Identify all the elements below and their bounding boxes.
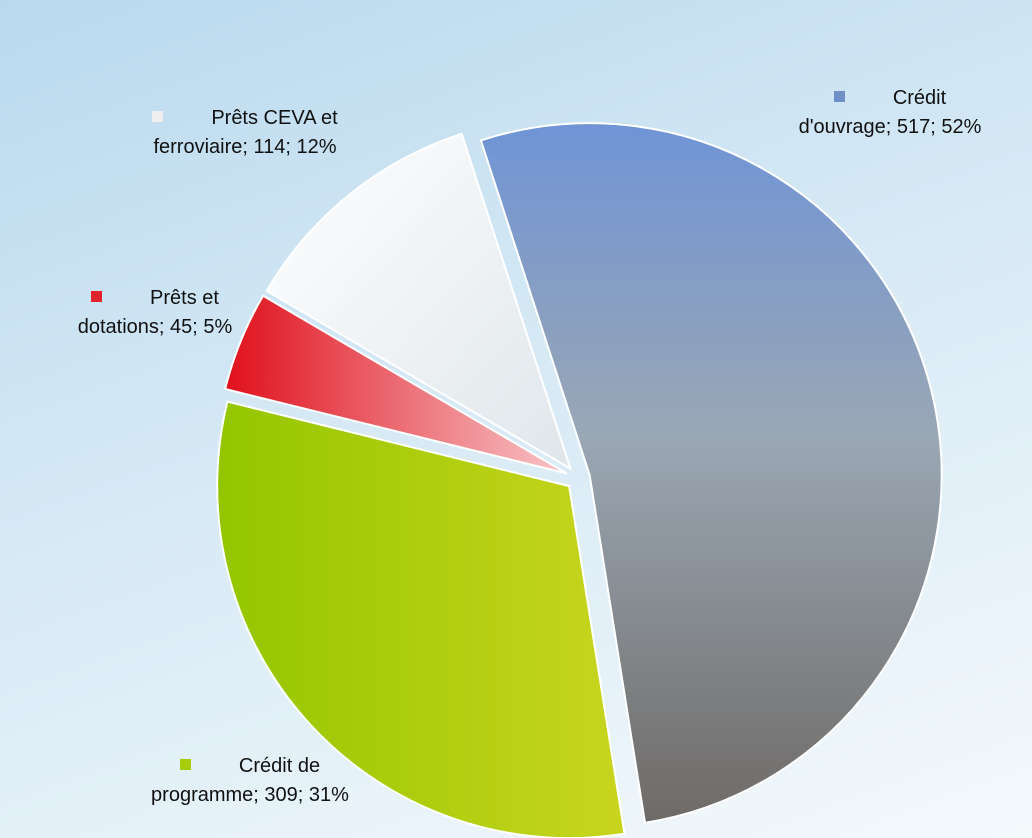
data-label: Prêts CEVA et ferroviaire; 114; 12% <box>130 104 360 162</box>
data-label: Crédit de programme; 309; 31% <box>150 752 350 810</box>
pie-slice <box>479 122 943 824</box>
legend-marker <box>833 91 845 102</box>
legend-marker <box>152 111 164 122</box>
label-text: Prêts et dotations; 45; 5% <box>77 287 233 338</box>
legend-marker <box>179 759 191 770</box>
data-label: Prêts et dotations; 45; 5% <box>50 284 260 342</box>
legend-marker <box>91 291 103 302</box>
pie-slice <box>265 132 573 471</box>
pie-slice <box>216 400 626 838</box>
label-text: Crédit de programme; 309; 31% <box>151 755 349 806</box>
label-text: Crédit d'ouvrage; 517; 52% <box>798 87 982 138</box>
data-label: Crédit d'ouvrage; 517; 52% <box>790 84 990 142</box>
label-text: Prêts CEVA et ferroviaire; 114; 12% <box>153 107 338 158</box>
pie-slice <box>223 294 568 475</box>
